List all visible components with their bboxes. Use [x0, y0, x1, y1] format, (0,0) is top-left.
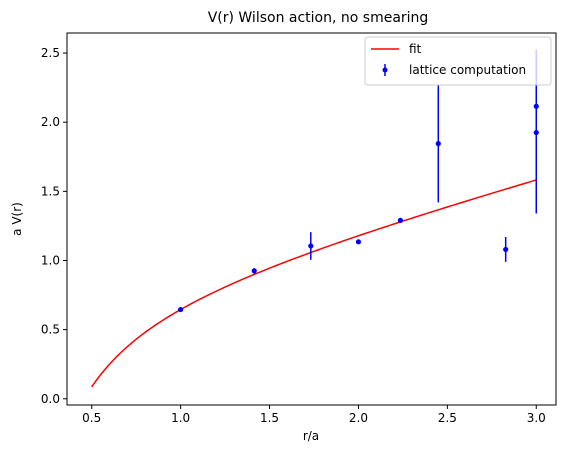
y-tick-label: 1.5 — [41, 184, 60, 198]
y-tick-label: 0.0 — [41, 392, 60, 406]
x-tick-label: 1.5 — [260, 411, 279, 425]
y-axis: 0.0 0.5 1.0 1.5 2.0 2.5 — [41, 46, 67, 406]
legend-box — [364, 36, 552, 86]
data-point — [397, 217, 404, 223]
data-point — [308, 243, 314, 249]
legend-fit-label: fit — [409, 42, 422, 56]
y-tick-label: 0.5 — [41, 323, 60, 337]
x-tick-label: 0.5 — [82, 411, 101, 425]
data-point — [178, 306, 184, 313]
x-tick-label: 2.5 — [438, 411, 457, 425]
chart-title: V(r) Wilson action, no smearing — [208, 10, 429, 26]
x-tick-label: 2.0 — [349, 411, 368, 425]
x-axis-label: r/a — [303, 429, 319, 443]
data-point — [503, 246, 509, 253]
x-axis: 0.5 1.0 1.5 2.0 2.5 3.0 — [82, 405, 546, 425]
y-tick-label: 2.5 — [41, 46, 60, 60]
y-axis-label: a V(r) — [10, 202, 24, 236]
data-point — [355, 239, 362, 245]
legend-lattice-swatch-marker — [382, 67, 388, 73]
x-tick-label: 3.0 — [527, 411, 546, 425]
y-tick-label: 2.0 — [41, 115, 60, 129]
legend-lattice-label: lattice computation — [409, 63, 526, 77]
data-point — [251, 268, 257, 274]
x-tick-label: 1.0 — [171, 411, 190, 425]
plot-background — [67, 33, 556, 405]
fit-layer — [91, 179, 537, 388]
plot-frame — [66, 32, 557, 406]
data-point — [435, 141, 441, 147]
fit-curve — [91, 179, 537, 388]
plot-area — [66, 32, 557, 406]
y-tick-label: 1.0 — [41, 253, 60, 267]
data-point — [533, 129, 539, 136]
legend: fit lattice computation — [364, 36, 552, 86]
